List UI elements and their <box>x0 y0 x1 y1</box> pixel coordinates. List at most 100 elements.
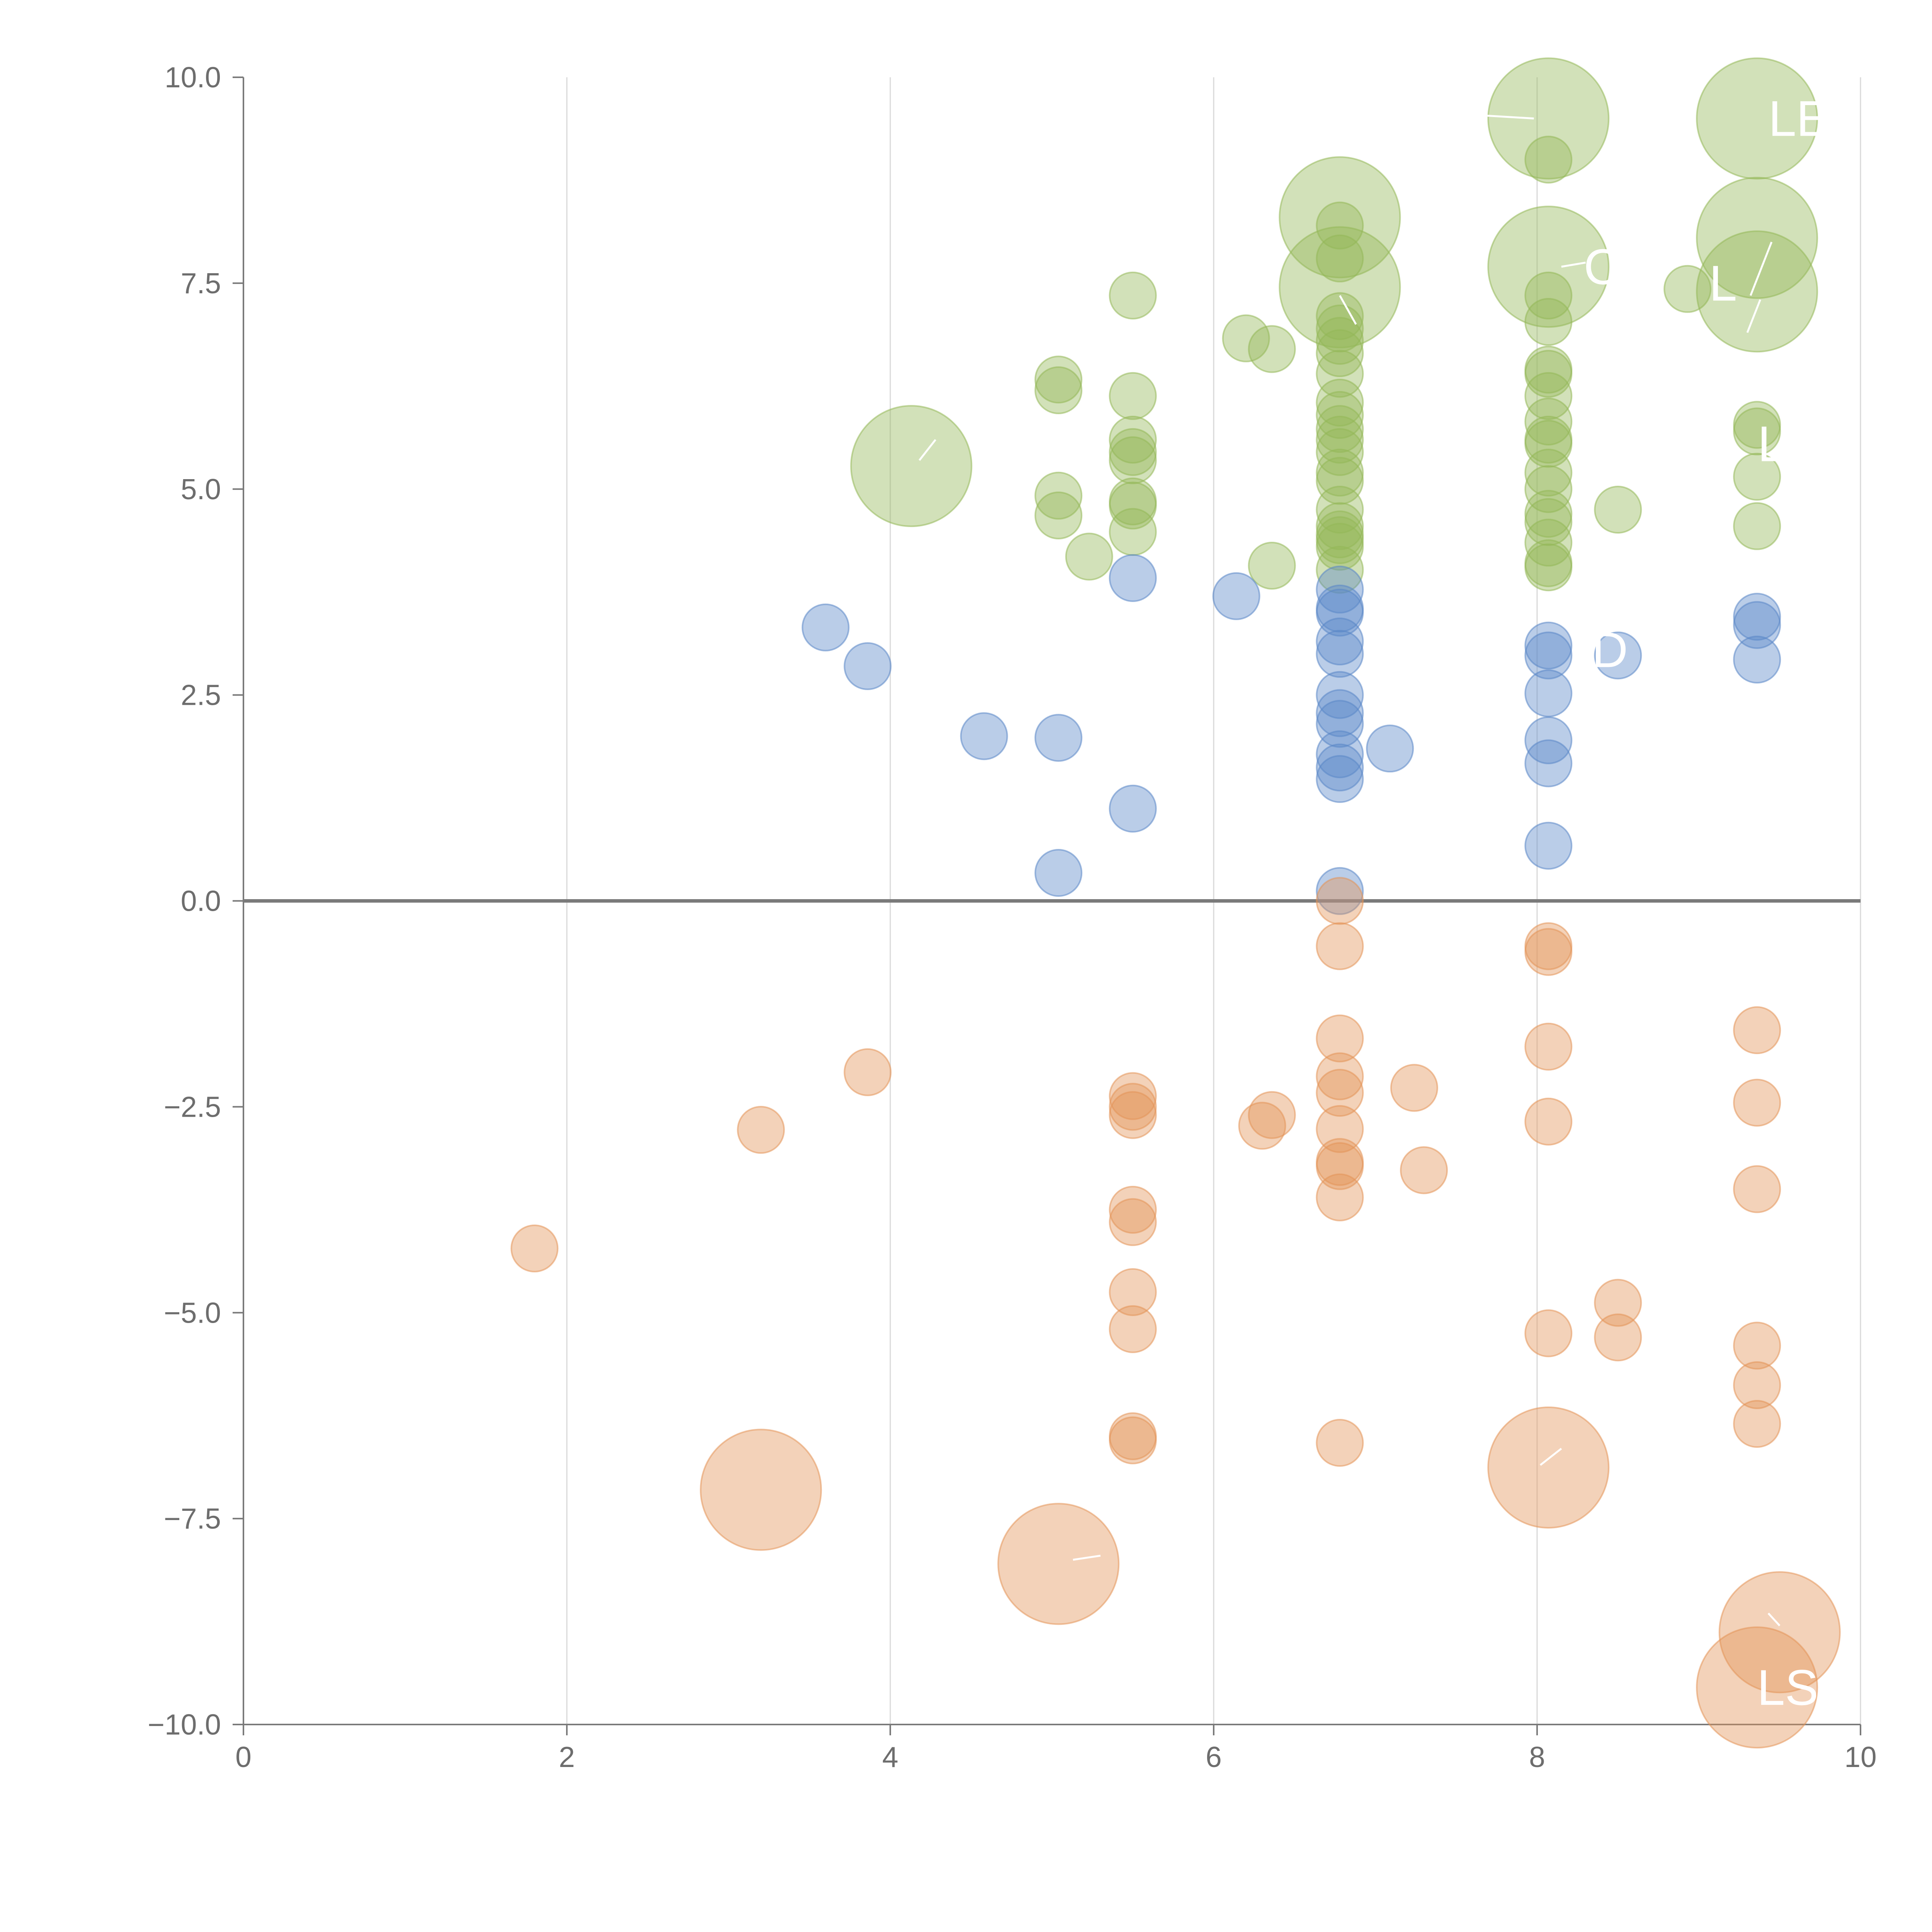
data-point <box>1316 671 1364 719</box>
data-point <box>1316 743 1364 792</box>
data-point <box>1316 292 1364 340</box>
annotation-label: L <box>1709 255 1737 311</box>
annotation-leader-line <box>1561 262 1586 268</box>
data-point <box>1109 481 1157 530</box>
annotation-leader-line <box>1464 113 1534 120</box>
y-tick-label: −7.5 <box>164 1502 221 1535</box>
data-point <box>1316 486 1364 534</box>
data-point <box>1316 317 1364 365</box>
data-point <box>1696 230 1818 353</box>
annotation-leader-line <box>1539 1447 1562 1466</box>
data-point <box>1524 821 1573 870</box>
data-point <box>1109 372 1157 420</box>
data-point <box>1109 436 1157 485</box>
data-point <box>1733 1400 1781 1448</box>
annotation-leader-line <box>1746 299 1761 333</box>
data-point <box>1248 541 1296 590</box>
data-point <box>1733 452 1781 501</box>
data-point <box>1524 350 1573 398</box>
data-point <box>1524 397 1573 446</box>
x-tick-label: 4 <box>882 1741 898 1773</box>
y-tick-label: −10.0 <box>148 1708 221 1741</box>
data-point <box>1524 1309 1573 1357</box>
data-point <box>1524 298 1573 346</box>
data-point <box>1733 1165 1781 1213</box>
data-point <box>1524 271 1573 320</box>
data-point <box>1109 1072 1157 1120</box>
data-point <box>1109 1091 1157 1139</box>
data-point <box>1524 498 1573 546</box>
data-point <box>1316 350 1364 398</box>
data-point <box>1524 621 1573 670</box>
data-point <box>1279 156 1401 279</box>
data-point <box>1733 502 1781 550</box>
data-point <box>1316 755 1364 803</box>
data-point <box>1109 784 1157 833</box>
data-point <box>1109 1305 1157 1353</box>
data-point <box>1316 234 1364 282</box>
data-point <box>1316 630 1364 678</box>
data-point <box>1524 543 1573 592</box>
annotation-leader-line <box>918 439 937 461</box>
data-point <box>1316 415 1364 464</box>
data-point <box>1524 631 1573 680</box>
data-point <box>1524 739 1573 787</box>
data-point <box>1316 428 1364 476</box>
data-point <box>1524 669 1573 718</box>
data-point <box>1487 1406 1610 1529</box>
data-point <box>1316 1014 1364 1063</box>
data-point <box>1733 635 1781 684</box>
y-tick-label: 0.0 <box>181 885 221 917</box>
data-point <box>1696 177 1818 299</box>
data-point <box>1594 1313 1642 1362</box>
x-tick-label: 8 <box>1529 1741 1545 1773</box>
data-point <box>1316 391 1364 439</box>
x-tick-label: 6 <box>1206 1741 1222 1773</box>
data-point <box>1696 57 1818 180</box>
data-point <box>1316 378 1364 427</box>
data-point <box>801 603 850 651</box>
y-tick-label: −5.0 <box>164 1296 221 1329</box>
data-point <box>1733 601 1781 649</box>
data-point <box>1524 449 1573 497</box>
data-point <box>1663 265 1712 313</box>
data-point <box>1594 1279 1642 1327</box>
data-point <box>1222 314 1270 362</box>
annotation-label: LS <box>1757 1659 1818 1716</box>
annotation-label: LE <box>1768 90 1830 147</box>
data-point <box>1316 877 1364 925</box>
data-point <box>1238 1102 1286 1150</box>
data-point <box>1524 519 1573 567</box>
annotation-leader-line <box>1750 242 1773 296</box>
data-point <box>1524 1097 1573 1146</box>
data-point <box>1109 271 1157 320</box>
data-point <box>1316 457 1364 505</box>
data-point <box>1316 1052 1364 1100</box>
data-point <box>510 1224 559 1272</box>
data-point <box>1034 491 1083 539</box>
data-point <box>1316 617 1364 666</box>
annotation-label: D <box>1592 621 1628 678</box>
data-point <box>1034 849 1083 897</box>
data-point <box>1487 206 1610 328</box>
y-tick-label: 7.5 <box>181 267 221 299</box>
data-point <box>1524 420 1573 468</box>
data-point <box>1248 325 1296 373</box>
annotation-leader-line <box>1339 295 1357 325</box>
annotation-leader-line <box>1767 1612 1781 1626</box>
data-point <box>1316 201 1364 250</box>
y-tick-label: −2.5 <box>164 1090 221 1123</box>
data-point <box>1034 714 1083 762</box>
data-point <box>1212 572 1260 620</box>
data-point <box>1316 1419 1364 1467</box>
data-point <box>700 1429 822 1551</box>
data-point <box>1316 516 1364 564</box>
data-point <box>1034 471 1083 520</box>
y-tick-label: 2.5 <box>181 679 221 711</box>
data-point <box>1109 554 1157 602</box>
data-point <box>1316 730 1364 779</box>
data-point <box>1109 508 1157 556</box>
data-point <box>1733 401 1781 449</box>
data-point <box>960 712 1008 760</box>
data-point <box>1524 372 1573 420</box>
